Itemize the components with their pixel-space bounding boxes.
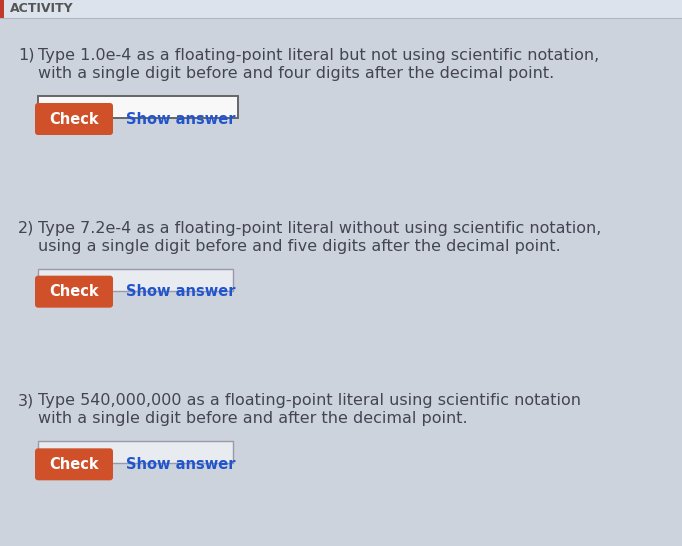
Text: with a single digit before and four digits after the decimal point.: with a single digit before and four digi… — [38, 66, 554, 81]
Text: Type 540,000,000 as a floating-point literal using scientific notation: Type 540,000,000 as a floating-point lit… — [38, 393, 581, 408]
Bar — [38, 441, 233, 464]
Text: ACTIVITY: ACTIVITY — [10, 3, 74, 15]
Text: Show answer: Show answer — [126, 457, 235, 472]
Bar — [38, 96, 238, 118]
Text: 2): 2) — [18, 221, 34, 236]
Text: with a single digit before and after the decimal point.: with a single digit before and after the… — [38, 411, 468, 426]
Text: 1): 1) — [18, 48, 35, 63]
Text: 3): 3) — [18, 393, 34, 408]
Text: Type 1.0e-4 as a floating-point literal but not using scientific notation,: Type 1.0e-4 as a floating-point literal … — [38, 48, 599, 63]
Text: Show answer: Show answer — [126, 111, 235, 127]
Text: Check: Check — [49, 284, 99, 299]
Bar — [38, 269, 233, 290]
FancyBboxPatch shape — [35, 448, 113, 480]
FancyBboxPatch shape — [35, 103, 113, 135]
Text: Type 7.2e-4 as a floating-point literal without using scientific notation,: Type 7.2e-4 as a floating-point literal … — [38, 221, 602, 236]
FancyBboxPatch shape — [35, 276, 113, 307]
Bar — [0, 0, 682, 18]
Text: Show answer: Show answer — [126, 284, 235, 299]
Bar — [0, 0, 4, 18]
Text: using a single digit before and five digits after the decimal point.: using a single digit before and five dig… — [38, 239, 561, 254]
Text: Check: Check — [49, 457, 99, 472]
Text: Check: Check — [49, 111, 99, 127]
